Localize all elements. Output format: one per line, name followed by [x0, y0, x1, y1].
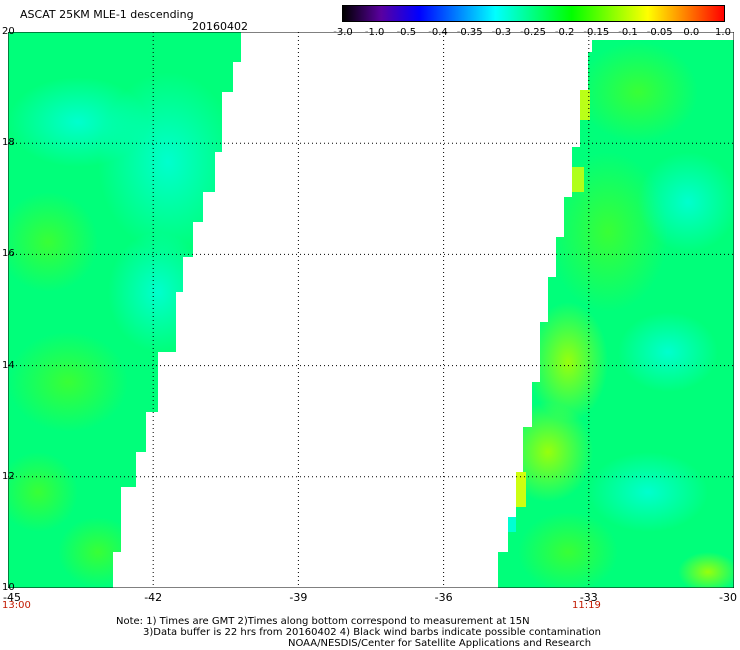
- map-date: 20160402: [192, 20, 248, 33]
- colorbar: [342, 5, 725, 22]
- latitude-tick-label: 14: [2, 359, 15, 371]
- latitude-tick-label: 16: [2, 248, 15, 260]
- longitude-tick-label: -33: [579, 591, 598, 604]
- latitude-tick-label: 10: [2, 582, 15, 593]
- note-line-2: 3)Data buffer is 22 hrs from 20160402 4)…: [143, 627, 601, 638]
- longitude-tick-label: -36: [434, 591, 453, 604]
- latitude-tick-label: 12: [2, 470, 15, 482]
- longitude-tick-label: -42: [144, 591, 163, 604]
- graticule: [8, 32, 734, 588]
- left-time-label: 13:00: [2, 600, 31, 611]
- right-swath: [498, 40, 734, 588]
- latitude-tick-label: 18: [2, 137, 15, 149]
- left-swath: [8, 32, 241, 588]
- note-line-1: Note: 1) Times are GMT 2)Times along bot…: [116, 616, 530, 627]
- longitude-tick-label: -30: [719, 591, 737, 604]
- colorbar-gradient: [343, 6, 724, 21]
- right-time-label: 11:19: [572, 600, 601, 611]
- longitude-tick-label: -45: [3, 591, 21, 604]
- note-line-3: NOAA/NESDIS/Center for Satellite Applica…: [288, 638, 592, 649]
- map-plot: [7, 31, 735, 592]
- map-title: ASCAT 25KM MLE-1 descending: [20, 8, 194, 21]
- longitude-tick-label: -39: [289, 591, 308, 604]
- latitude-tick-label: 20: [2, 26, 15, 37]
